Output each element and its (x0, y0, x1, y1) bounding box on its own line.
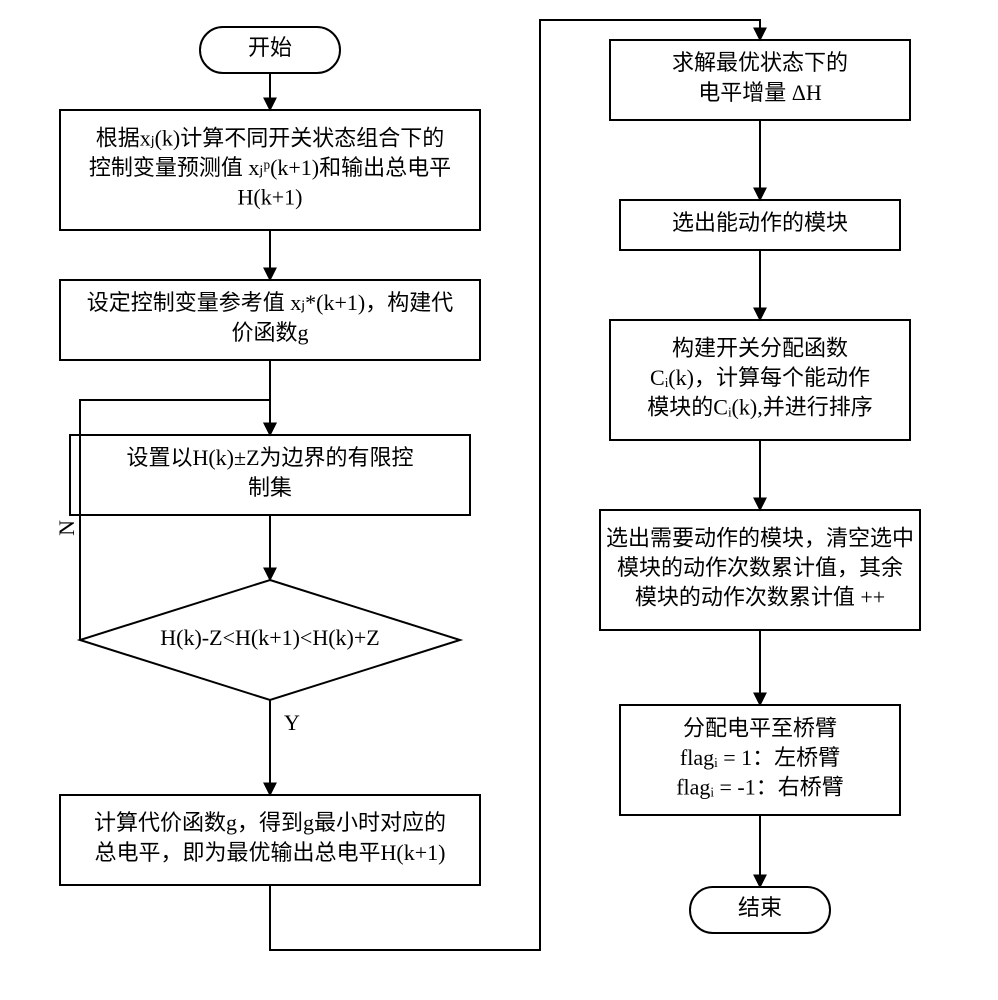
svg-text:模块的动作次数累计值 ++: 模块的动作次数累计值 ++ (635, 585, 885, 610)
svg-text:模块的Cᵢ(k),并进行排序: 模块的Cᵢ(k),并进行排序 (647, 395, 872, 420)
svg-text:计算代价函数g，得到g最小时对应的: 计算代价函数g，得到g最小时对应的 (94, 810, 446, 835)
svg-text:H(k)-Z<H(k+1)<H(k)+Z: H(k)-Z<H(k+1)<H(k)+Z (160, 625, 379, 650)
svg-text:flagᵢ = 1：左桥臂: flagᵢ = 1：左桥臂 (680, 745, 840, 770)
svg-text:选出能动作的模块: 选出能动作的模块 (672, 210, 848, 235)
svg-text:求解最优状态下的: 求解最优状态下的 (672, 50, 848, 75)
svg-text:Cᵢ(k)，计算每个能动作: Cᵢ(k)，计算每个能动作 (650, 365, 870, 390)
svg-text:结束: 结束 (738, 895, 782, 920)
svg-text:根据xⱼ(k)计算不同开关状态组合下的: 根据xⱼ(k)计算不同开关状态组合下的 (96, 125, 445, 150)
svg-text:设置以H(k)±Z为边界的有限控: 设置以H(k)±Z为边界的有限控 (126, 445, 413, 470)
svg-text:选出需要动作的模块，清空选中: 选出需要动作的模块，清空选中 (606, 525, 914, 550)
svg-text:价函数g: 价函数g (231, 320, 308, 345)
svg-text:控制变量预测值 xⱼᵖ(k+1)和输出总电平: 控制变量预测值 xⱼᵖ(k+1)和输出总电平 (89, 155, 451, 180)
decision-yes-label: Y (284, 710, 300, 735)
svg-text:模块的动作次数累计值，其余: 模块的动作次数累计值，其余 (617, 555, 903, 580)
flowchart-canvas: 开始根据xⱼ(k)计算不同开关状态组合下的控制变量预测值 xⱼᵖ(k+1)和输出… (0, 0, 998, 1000)
svg-text:电平增量 ΔH: 电平增量 ΔH (698, 80, 822, 105)
svg-text:H(k+1): H(k+1) (238, 185, 303, 210)
svg-text:构建开关分配函数: 构建开关分配函数 (672, 335, 848, 360)
decision-no-label: N (54, 520, 79, 536)
svg-text:总电平，即为最优输出总电平H(k+1): 总电平，即为最优输出总电平H(k+1) (95, 840, 446, 865)
svg-text:分配电平至桥臂: 分配电平至桥臂 (683, 715, 837, 740)
svg-text:设定控制变量参考值 xⱼ*(k+1)，构建代: 设定控制变量参考值 xⱼ*(k+1)，构建代 (87, 290, 453, 315)
svg-text:开始: 开始 (248, 35, 292, 60)
svg-text:制集: 制集 (248, 475, 292, 500)
svg-text:flagᵢ = -1：右桥臂: flagᵢ = -1：右桥臂 (676, 775, 844, 800)
